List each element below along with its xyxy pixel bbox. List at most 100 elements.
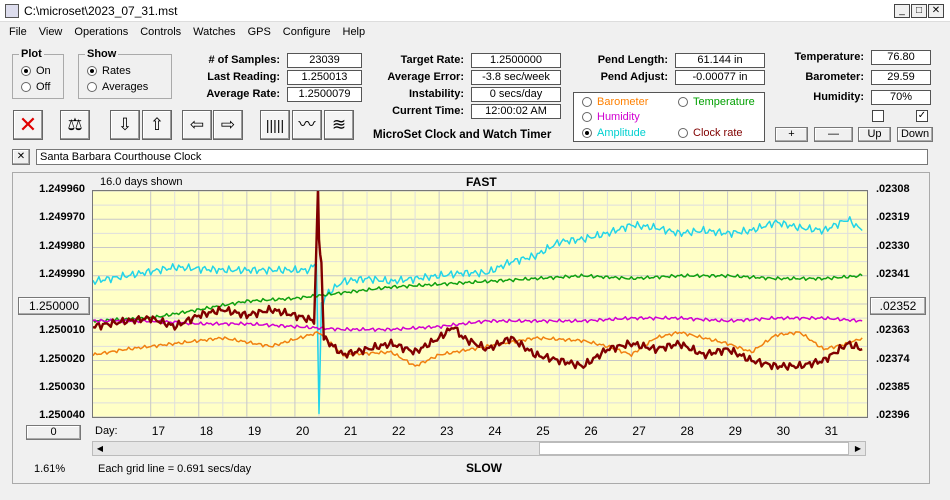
y-right-tick-label: .02308 bbox=[876, 183, 910, 195]
menu-view[interactable]: View bbox=[38, 26, 63, 38]
center-value-button[interactable]: 1.250000 bbox=[18, 297, 90, 315]
show-averages-radio[interactable]: Averages bbox=[87, 81, 148, 93]
minimize-icon[interactable]: _ bbox=[894, 4, 910, 18]
pend-length-value: 61.144 in bbox=[675, 53, 765, 68]
close-icon[interactable]: ✕ bbox=[928, 4, 944, 18]
grid-note: Each grid line = 0.691 secs/day bbox=[98, 463, 252, 475]
checkbox-left[interactable] bbox=[872, 110, 884, 122]
arrow-left-icon[interactable]: ⇦ bbox=[182, 110, 212, 140]
fast-label: FAST bbox=[466, 175, 497, 189]
barometer-label: Barometer: bbox=[805, 71, 864, 83]
last-reading-value: 1.250013 bbox=[287, 70, 362, 85]
days-shown-label: 16.0 days shown bbox=[100, 176, 183, 188]
menu-file[interactable]: File bbox=[9, 26, 27, 38]
target-rate-value: 1.2500000 bbox=[471, 53, 561, 68]
average-rate-value: 1.2500079 bbox=[287, 87, 362, 102]
x-tick-label: 19 bbox=[247, 424, 262, 438]
instability-value: 0 secs/day bbox=[471, 87, 561, 102]
x-tick-label: 29 bbox=[728, 424, 742, 438]
horizontal-scrollbar[interactable]: ◀ ▶ bbox=[92, 441, 866, 456]
plus-button[interactable]: + bbox=[775, 127, 808, 142]
menu-watches[interactable]: Watches bbox=[193, 26, 236, 38]
series-line-humidity bbox=[92, 315, 863, 332]
scroll-thumb[interactable] bbox=[539, 442, 849, 455]
show-group: Show Rates Averages bbox=[78, 48, 172, 99]
series-amplitude-radio[interactable]: Amplitude bbox=[582, 127, 646, 139]
menu-gps[interactable]: GPS bbox=[247, 26, 271, 38]
radio-icon bbox=[678, 128, 688, 138]
arrow-up-icon[interactable]: ⇧ bbox=[142, 110, 172, 140]
menu-configure[interactable]: Configure bbox=[282, 26, 331, 38]
radio-icon bbox=[582, 112, 592, 122]
waves-view-icon[interactable]: ≋ bbox=[324, 110, 354, 140]
maximize-icon[interactable]: □ bbox=[911, 4, 927, 18]
x-tick-label: 24 bbox=[488, 424, 502, 438]
pend-adjust-label: Pend Adjust: bbox=[600, 71, 668, 83]
plot-off-radio[interactable]: Off bbox=[21, 81, 50, 93]
arrow-right-icon[interactable]: ⇨ bbox=[213, 110, 243, 140]
y-right-tick-label: .02396 bbox=[876, 409, 910, 421]
clock-name-input[interactable]: Santa Barbara Courthouse Clock bbox=[36, 149, 928, 165]
current-time-value: 12:00:02 AM bbox=[471, 104, 561, 119]
window-title: C:\microset\2023_07_31.mst bbox=[24, 4, 178, 18]
average-rate-label: Average Rate: bbox=[206, 88, 280, 100]
percent-readout: 1.61% bbox=[34, 463, 66, 475]
x-tick-label: 23 bbox=[440, 424, 454, 438]
show-rates-radio[interactable]: Rates bbox=[87, 65, 131, 77]
arrow-down-icon[interactable]: ⇩ bbox=[110, 110, 140, 140]
plot-area bbox=[92, 186, 868, 418]
current-time-label: Current Time: bbox=[392, 105, 464, 117]
instability-label: Instability: bbox=[408, 88, 464, 100]
y-right-tick-label: .02374 bbox=[876, 352, 910, 365]
x-tick-label: 22 bbox=[392, 424, 406, 438]
app-title: MicroSet Clock and Watch Timer bbox=[373, 129, 552, 141]
samples-value: 23039 bbox=[287, 53, 362, 68]
series-barometer-radio[interactable]: Barometer bbox=[582, 96, 648, 108]
down-button[interactable]: Down bbox=[897, 127, 933, 142]
series-line-amplitude bbox=[92, 216, 863, 415]
x-tick-label: 25 bbox=[536, 424, 550, 438]
y-right-tick-label: .02385 bbox=[876, 380, 910, 393]
radio-selected-icon bbox=[87, 66, 97, 76]
menu-controls[interactable]: Controls bbox=[140, 26, 182, 38]
pend-adjust-value: -0.00077 in bbox=[675, 70, 765, 85]
zero-button[interactable]: 0 bbox=[26, 425, 81, 440]
plot-group-title: Plot bbox=[19, 48, 44, 60]
scroll-left-icon[interactable]: ◀ bbox=[96, 444, 104, 453]
right-center-value-button[interactable]: .02352 bbox=[870, 297, 926, 315]
bars-view-icon[interactable]: ||||| bbox=[260, 110, 290, 140]
menu-help[interactable]: Help bbox=[342, 26, 366, 38]
y-left-tick-label: 1.249960 bbox=[39, 183, 85, 195]
up-button[interactable]: Up bbox=[858, 127, 891, 142]
series-line-clock-rate bbox=[92, 186, 863, 371]
menu-operations[interactable]: Operations bbox=[74, 26, 129, 38]
x-tick-label: 20 bbox=[295, 424, 310, 438]
radio-icon bbox=[21, 82, 31, 92]
y-left-tick-label: 1.250030 bbox=[39, 380, 85, 393]
y-left-tick-label: 1.250010 bbox=[39, 324, 85, 337]
series-temperature-radio[interactable]: Temperature bbox=[678, 96, 755, 108]
minus-button[interactable]: — bbox=[814, 127, 853, 142]
x-tick-label: 21 bbox=[343, 424, 358, 438]
y-left-tick-label: 1.249990 bbox=[39, 267, 85, 280]
close-clock-button[interactable]: ✕ bbox=[12, 149, 30, 165]
series-clockrate-radio[interactable]: Clock rate bbox=[678, 127, 743, 139]
humidity-label: Humidity: bbox=[813, 91, 864, 103]
series-line-temperature bbox=[92, 273, 863, 323]
plot-on-radio[interactable]: On bbox=[21, 65, 51, 77]
target-rate-label: Target Rate: bbox=[400, 54, 464, 66]
y-right-tick-label: .02363 bbox=[876, 324, 910, 337]
pend-length-label: Pend Length: bbox=[597, 54, 668, 66]
y-left-tick-label: 1.249970 bbox=[39, 211, 85, 224]
x-tick-label: 17 bbox=[151, 424, 166, 438]
series-humidity-radio[interactable]: Humidity bbox=[582, 111, 640, 123]
balance-icon[interactable]: ⚖ bbox=[60, 110, 90, 140]
checkbox-right[interactable]: ✓ bbox=[916, 110, 928, 122]
stop-icon[interactable]: ✕ bbox=[13, 110, 43, 140]
temperature-label: Temperature: bbox=[794, 51, 864, 63]
radio-icon bbox=[87, 82, 97, 92]
title-bar: C:\microset\2023_07_31.mst _ □ ✕ bbox=[0, 0, 950, 22]
line-view-icon[interactable]: 〰 bbox=[292, 110, 322, 140]
scroll-right-icon[interactable]: ▶ bbox=[854, 444, 862, 453]
humidity-value: 70% bbox=[871, 90, 931, 105]
